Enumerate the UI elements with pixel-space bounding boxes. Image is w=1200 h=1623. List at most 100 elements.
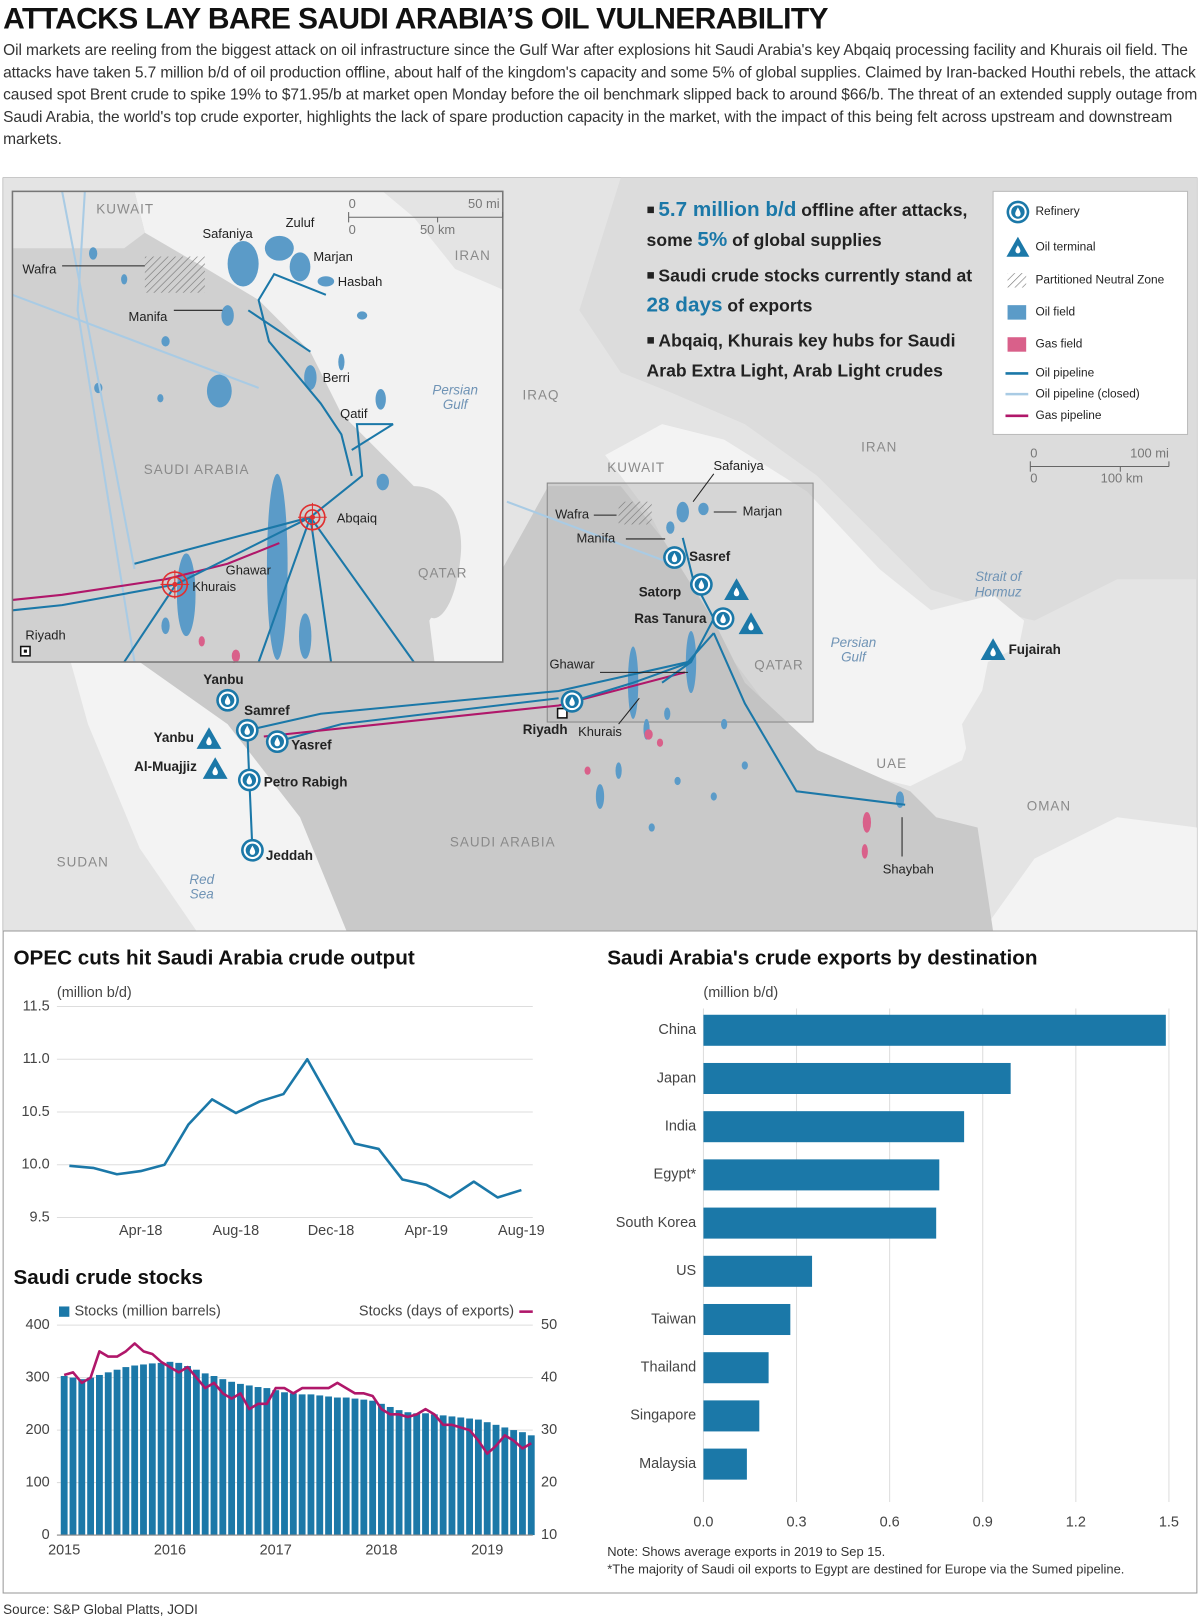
legend-label: Oil field <box>1035 305 1075 319</box>
bar <box>333 1397 341 1536</box>
y-tick-label: 11.0 <box>23 1051 50 1067</box>
bar <box>228 1381 236 1536</box>
x-tick-label: 0.3 <box>786 1514 806 1530</box>
map-label: Wafra <box>22 261 57 276</box>
category-label: China <box>658 1022 697 1038</box>
bar <box>527 1435 535 1536</box>
map-label: Shaybah <box>883 861 934 876</box>
map-label: Hasbah <box>338 274 383 289</box>
bar <box>184 1366 191 1536</box>
callout-text: of exports <box>722 295 813 316</box>
legend-swatch <box>59 1306 70 1317</box>
map-label: IRAN <box>861 439 897 454</box>
bar <box>404 1412 412 1536</box>
legend-item: Oil terminal <box>1006 236 1096 257</box>
callout-text: offline after attacks, some <box>646 200 968 251</box>
category-label: South Korea <box>616 1215 697 1231</box>
bar <box>378 1403 385 1536</box>
bar <box>69 1377 77 1536</box>
bar <box>254 1387 262 1536</box>
intro-box: Oil markets are reeling from the biggest… <box>3 41 1197 148</box>
refinery-icon <box>689 573 713 596</box>
map-label: Abqaiq <box>337 511 377 526</box>
map-label: SUDAN <box>57 854 109 869</box>
map-label: QATAR <box>418 566 467 581</box>
refinery-icon <box>711 607 735 630</box>
bar <box>369 1400 377 1536</box>
map-label: 0 <box>1030 446 1037 461</box>
bar <box>703 1400 760 1432</box>
map-label: Jeddah <box>266 848 313 863</box>
bar <box>316 1395 324 1536</box>
x-tick-label: 1.2 <box>1066 1514 1086 1530</box>
bar <box>422 1413 429 1536</box>
legend-label: Stocks (million barrels) <box>75 1303 221 1319</box>
callout-box: 5.7 million b/d offline after attacks, s… <box>647 194 988 401</box>
bar <box>703 1352 769 1384</box>
legend-label: Oil pipeline (closed) <box>1035 386 1139 400</box>
legend-label: Oil terminal <box>1035 239 1095 253</box>
bar <box>166 1361 174 1536</box>
legend-item: Refinery <box>1006 200 1080 224</box>
bar <box>113 1369 121 1536</box>
x-tick-label: Dec-18 <box>308 1223 355 1239</box>
legend-label: Stocks (days of exports) <box>359 1303 514 1319</box>
bar <box>175 1362 183 1536</box>
callout-text: 5.7 million b/d <box>658 198 797 222</box>
legend-label: Gas field <box>1035 337 1082 351</box>
map-label: KUWAIT <box>607 460 665 475</box>
bar <box>289 1393 297 1536</box>
map-label: Hormuz <box>975 584 1022 599</box>
callout-text: 28 days <box>646 293 723 317</box>
bar <box>148 1363 156 1536</box>
bar <box>703 1159 940 1191</box>
bar <box>430 1414 438 1536</box>
refinery-icon <box>235 718 259 742</box>
category-label: Taiwan <box>651 1311 696 1327</box>
legend-item: Gas field <box>1007 337 1082 352</box>
map-label: OMAN <box>1027 798 1071 813</box>
bar <box>201 1373 209 1536</box>
x-tick-label: 2015 <box>48 1542 80 1558</box>
map-label: Satorp <box>639 584 682 599</box>
map-label: Berri <box>323 370 350 385</box>
y-tick-label: 11.5 <box>23 998 50 1014</box>
map-label: Manifa <box>576 530 616 545</box>
bar <box>386 1406 394 1536</box>
map-label: Persian <box>432 383 478 398</box>
map-label: Ghawar <box>226 562 272 577</box>
map-label: Ras Tanura <box>634 611 707 626</box>
map-label: Persian <box>831 635 877 650</box>
bar <box>245 1385 253 1536</box>
bar <box>140 1364 147 1536</box>
callout: Saudi crude stocks currently stand at 28… <box>647 260 988 321</box>
bar <box>703 1014 1166 1046</box>
legend-item: Partitioned Neutral Zone <box>1007 272 1165 288</box>
bar <box>60 1376 68 1536</box>
y-tick-label: 10.5 <box>22 1104 50 1120</box>
bar <box>342 1397 350 1536</box>
bar <box>703 1255 813 1287</box>
map-label: Safaniya <box>202 226 253 241</box>
axis-label: (million b/d) <box>57 985 132 1001</box>
bar <box>219 1379 227 1536</box>
bar <box>703 1303 791 1336</box>
map-label: 0 <box>1030 470 1037 485</box>
map-label: Ghawar <box>549 657 595 672</box>
bar <box>457 1417 465 1536</box>
bar <box>519 1432 526 1536</box>
bar <box>703 1111 965 1143</box>
map-label: IRAQ <box>523 388 560 403</box>
legend-icon <box>1006 200 1030 224</box>
map-label: Marjan <box>313 249 353 264</box>
map-label: 100 mi <box>1130 446 1169 461</box>
map-label: 50 mi <box>468 196 500 211</box>
x-tick-label: 0.9 <box>973 1514 993 1530</box>
map-label: 0 <box>349 196 356 211</box>
map-label: Yanbu <box>203 672 243 687</box>
callout: 5.7 million b/d offline after attacks, s… <box>647 194 988 255</box>
map-label: Al-Muajjiz <box>134 759 197 774</box>
map-label: SAUDI ARABIA <box>144 462 250 477</box>
legend-label: Refinery <box>1035 204 1079 218</box>
